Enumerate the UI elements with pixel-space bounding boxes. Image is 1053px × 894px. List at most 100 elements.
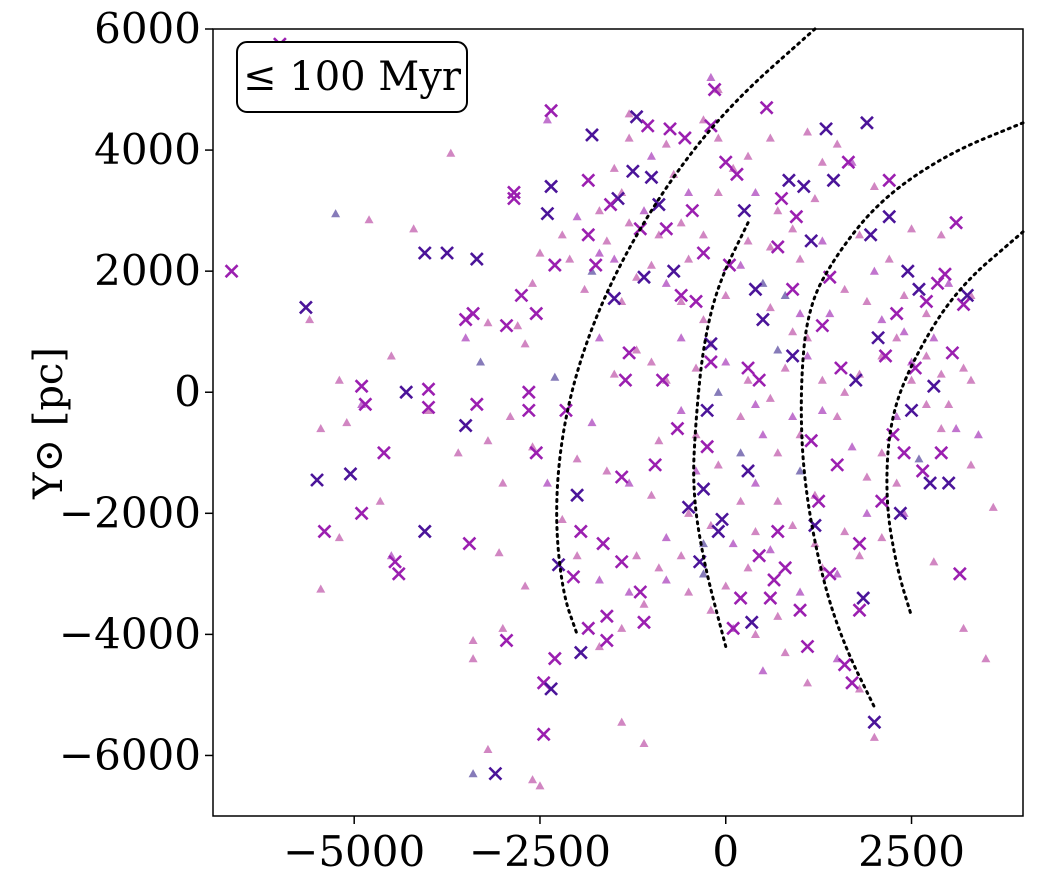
triangle-point [676,333,686,342]
triangle-point [364,215,374,224]
cross-point [737,203,752,218]
cross-point [912,282,926,297]
y-tick-label: 0 [174,367,201,416]
cross-point [599,633,614,648]
cross-point [945,345,960,360]
cross-point [949,215,964,230]
triangle-point [802,127,812,136]
triangle-point [721,290,731,299]
triangle-point [446,148,456,157]
triangle-point [832,569,842,578]
cross-point [956,297,971,312]
cross-point [882,209,897,224]
cross-point [878,348,893,363]
cross-point [733,591,748,605]
triangle-point [750,187,760,197]
triangle-point [305,315,315,324]
triangle-point [646,260,656,269]
triangle-point [498,623,508,632]
triangle-point [802,678,812,687]
triangle-point [528,278,538,287]
cross-point [856,591,871,605]
triangle-point [750,399,760,408]
cross-point [696,246,711,260]
triangle-point [817,405,827,414]
triangle-point [594,575,604,584]
cross-point [540,206,555,221]
triangle-point [375,496,385,505]
cross-point [793,603,807,618]
triangle-point [594,248,604,257]
cross-point [904,403,919,418]
triangle-point [802,351,812,360]
cross-point [889,306,904,321]
cross-point [573,645,588,660]
cross-point [837,657,852,672]
triangle-point [758,666,768,675]
triangle-point [654,230,664,239]
triangle-point [795,466,805,475]
triangle-point [476,357,486,366]
triangle-point [639,738,649,747]
triangle-point [498,478,508,487]
triangle-point [765,302,775,312]
cross-point [581,173,596,188]
cross-point [651,197,666,212]
cross-point [770,240,785,254]
cross-point [871,330,886,345]
triangle-point [632,551,642,560]
cross-point [529,445,544,460]
triangle-point [661,139,671,148]
cross-point [599,609,614,624]
triangle-point [624,133,634,142]
triangle-point [892,333,902,342]
triangle-point [557,230,567,239]
cross-point [354,506,369,521]
triangle-point [691,363,701,372]
x-tick-label: 2500 [858,827,965,876]
triangle-point [966,375,976,384]
triangle-point [773,611,783,620]
cross-point [938,267,952,282]
triangle-point [736,448,746,457]
triangle-point [795,254,805,263]
cross-point [848,373,863,388]
cross-point [941,476,956,490]
cross-point [767,572,781,587]
triangle-point [817,375,827,384]
triangle-point [334,375,344,384]
cross-point [376,445,391,460]
cross-point [614,554,629,569]
triangle-point [617,623,627,632]
triangle-point [743,151,753,160]
triangle-point [765,133,775,142]
cross-point [763,591,778,605]
triangle-point [624,478,634,487]
cross-point [458,418,473,433]
x-tick-label: −5000 [283,827,425,876]
triangle-point [698,230,708,239]
triangle-point [773,206,783,215]
cross-point [923,476,938,490]
triangle-point [513,321,523,330]
cross-point [897,445,912,460]
triangle-point [869,732,879,741]
triangle-point [461,333,471,342]
triangle-point [483,744,493,754]
triangle-point [684,508,694,517]
triangle-point [676,218,686,227]
triangle-point [594,206,604,215]
cross-point [785,282,800,297]
cross-point [748,282,763,297]
cross-point [815,318,830,333]
triangle-point [684,187,694,197]
triangle-point [713,187,723,197]
triangle-point [565,254,575,263]
cross-point [707,82,722,97]
cross-point [637,270,651,285]
triangle-point [765,242,775,251]
cross-point [547,651,562,666]
cross-point [499,633,514,648]
spiral-arm-curve [885,230,1025,618]
cross-point [440,246,455,260]
